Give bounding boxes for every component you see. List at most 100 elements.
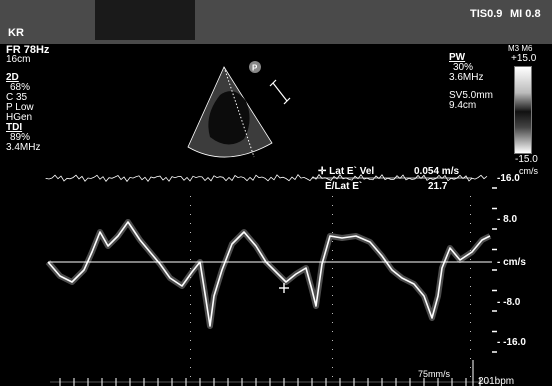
grid-dot: [190, 205, 191, 206]
sector-image: P: [187, 61, 291, 158]
grid-dot: [332, 358, 333, 359]
grid-dot: [190, 349, 191, 350]
grid-dot: [190, 241, 191, 242]
grid-dot: [190, 214, 191, 215]
spectrum-envelope: [47, 221, 491, 327]
grid-dot: [332, 205, 333, 206]
grid-dot: [190, 286, 191, 287]
color-bar-top-label: M3 M6: [508, 44, 533, 53]
grid-dot: [470, 358, 471, 359]
grid-dot: [332, 214, 333, 215]
measurement-value-2: 21.7: [428, 181, 448, 192]
mode-2d-power: P Low: [6, 102, 34, 113]
grid-dot: [332, 313, 333, 314]
grid-dot: [332, 196, 333, 197]
ecg-trace: [45, 173, 488, 183]
pw-freq: 3.6MHz: [449, 72, 484, 83]
color-scale-bar: [514, 66, 532, 154]
velocity-scale: -16.0 - 8.0 - cm/s - -8.0 - -16.0: [497, 173, 526, 348]
grid-dot: [190, 223, 191, 224]
grid-dot: [470, 223, 471, 224]
grid-dot: [332, 340, 333, 341]
grid-dot: [470, 322, 471, 323]
tdi-freq: 3.4MHz: [6, 142, 41, 153]
grid-dot: [332, 286, 333, 287]
grid-dot: [332, 232, 333, 233]
patient-id: KR: [8, 27, 24, 39]
tdi-gain: 89%: [10, 132, 31, 143]
measurement-caliper-icon[interactable]: [279, 283, 289, 293]
grid-dot: [470, 268, 471, 269]
scale-baseline-unit: - cm/s: [497, 257, 526, 268]
sv-depth: 9.4cm: [449, 100, 477, 111]
color-bar-max: +15.0: [511, 53, 537, 64]
tis-index: TIS0.9: [470, 8, 503, 20]
grid-dot: [470, 331, 471, 332]
grid-dot: [190, 376, 191, 377]
grid-dot: [190, 268, 191, 269]
pw-gain: 30%: [453, 62, 474, 73]
sector-chamber: [208, 91, 250, 145]
grid-dot: [190, 259, 191, 260]
grid-dot: [470, 205, 471, 206]
grid-dot: [190, 277, 191, 278]
header-bar: [0, 0, 552, 44]
grid-dot: [332, 304, 333, 305]
grid-dot: [470, 241, 471, 242]
grid-dot: [470, 349, 471, 350]
right-params-panel: PW 30% 3.6MHz SV5.0mm 9.4cm: [449, 53, 493, 111]
doppler-spectrum: [45, 219, 492, 329]
grid-dot: [190, 331, 191, 332]
grid-dot: [470, 277, 471, 278]
grid-dot: [470, 376, 471, 377]
grid-dot: [470, 232, 471, 233]
mode-2d-gain: 68%: [10, 82, 31, 93]
measurement-box: ✛ Lat E` Vel 0.054 m/s E/Lat E` 21.7: [312, 166, 472, 192]
grid-dot: [190, 250, 191, 251]
velocity-scale-ticks: [492, 187, 497, 353]
header-dark-panel: [95, 0, 195, 40]
grid-dot: [332, 367, 333, 368]
grid-dot: [470, 367, 471, 368]
grid-dot: [470, 295, 471, 296]
probe-marker-icon: [249, 61, 261, 73]
grid-dot: [332, 322, 333, 323]
left-params-panel: FR 78Hz 16cm 2D 68% C 35 P Low HGen TDI …: [6, 45, 49, 153]
grid-dot: [332, 295, 333, 296]
mode-2d-compress: C 35: [6, 92, 28, 103]
grid-dot: [332, 376, 333, 377]
grid-dot: [332, 331, 333, 332]
grid-dot: [332, 241, 333, 242]
grid-dot: [190, 232, 191, 233]
grid-dot: [470, 313, 471, 314]
grid-dot: [470, 196, 471, 197]
scale-bottom: - -16.0: [497, 337, 526, 348]
color-bar-min: -15.0: [515, 154, 538, 165]
grid-dot: [190, 313, 191, 314]
time-grid-dots: [190, 196, 471, 377]
pw-label: PW: [449, 52, 466, 63]
scale-top: -16.0: [497, 173, 520, 184]
color-bar-unit: cm/s: [519, 166, 538, 176]
grid-dot: [332, 223, 333, 224]
grid-dot: [470, 304, 471, 305]
grid-dot: [190, 358, 191, 359]
mode-2d-mode: HGen: [6, 112, 33, 123]
grid-dot: [470, 250, 471, 251]
grid-dot: [332, 259, 333, 260]
frame-rate: FR 78Hz: [6, 44, 50, 56]
grid-dot: [470, 286, 471, 287]
sweep-speed: 75mm/s: [418, 369, 451, 379]
spectrum-band: [45, 219, 492, 329]
measurement-value-1: 0.054 m/s: [414, 166, 459, 177]
grid-dot: [470, 259, 471, 260]
measurement-label-1: ✛ Lat E` Vel: [318, 166, 374, 177]
grid-dot: [332, 277, 333, 278]
measurement-label-2: E/Lat E`: [325, 181, 362, 192]
grid-dot: [332, 268, 333, 269]
grid-dot: [190, 340, 191, 341]
sample-gate-icon: [269, 79, 291, 105]
scale-minus-8: - -8.0: [497, 297, 521, 308]
mi-index: MI 0.8: [510, 8, 541, 20]
